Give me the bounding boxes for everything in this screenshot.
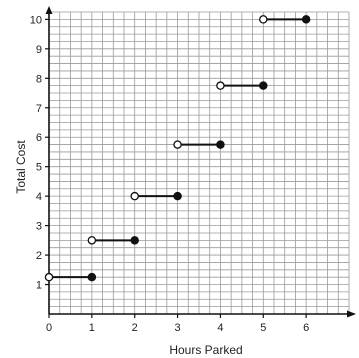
x-tick-label: 4	[217, 322, 223, 334]
y-tick-label: 10	[30, 14, 42, 26]
x-tick-label: 6	[303, 322, 309, 334]
closed-endpoint	[259, 81, 268, 90]
tick-labels: 0 1 2 3 4 5 6 1 2 3 4 5 6 7 8 9 10	[30, 14, 309, 334]
y-tick-label: 2	[36, 250, 42, 262]
y-tick-label: 3	[36, 221, 42, 233]
open-endpoint	[87, 236, 97, 245]
y-axis-arrow-icon	[45, 6, 53, 14]
open-endpoint	[130, 191, 139, 201]
closed-endpoint	[173, 191, 182, 201]
x-tick-label: 5	[260, 322, 266, 334]
closed-endpoint	[87, 272, 97, 282]
open-endpoint	[216, 81, 225, 90]
grid	[49, 11, 350, 314]
series	[44, 15, 311, 282]
x-axis-arrow-icon	[347, 310, 356, 318]
closed-endpoint	[216, 140, 225, 149]
x-tick-label: 1	[89, 322, 95, 334]
y-tick-label: 9	[36, 44, 42, 56]
axes	[45, 6, 356, 318]
open-endpoint	[173, 140, 182, 149]
closed-endpoint	[301, 15, 311, 24]
x-axis-title: Hours Parked	[169, 343, 242, 357]
y-axis-title: Total Cost	[14, 140, 28, 194]
y-tick-label: 7	[36, 103, 42, 115]
y-tick-label: 5	[36, 162, 42, 174]
y-tick-label: 1	[36, 280, 42, 292]
closed-endpoint	[130, 236, 139, 245]
y-tick-label: 8	[36, 73, 42, 85]
open-endpoint	[259, 15, 268, 24]
x-tick-label: 2	[132, 322, 138, 334]
open-endpoint	[44, 272, 54, 282]
x-tick-label: 3	[175, 322, 181, 334]
x-tick-label: 0	[46, 322, 52, 334]
y-tick-label: 6	[36, 132, 42, 144]
y-tick-label: 4	[36, 191, 42, 203]
